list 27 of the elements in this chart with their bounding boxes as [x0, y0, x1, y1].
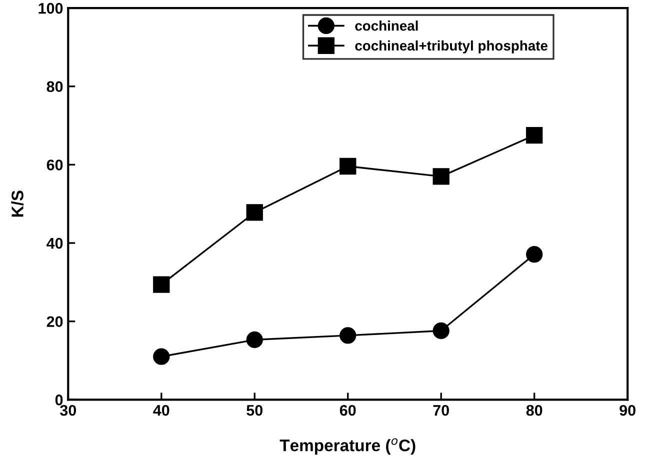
point [246, 204, 263, 221]
point [432, 168, 450, 185]
x-tick-label: 40 [153, 404, 170, 416]
point [526, 246, 543, 263]
point [340, 158, 356, 175]
y-tick-label: 20 [46, 316, 63, 328]
x-tick-label: 90 [620, 404, 636, 416]
y-tick-label: 80 [46, 81, 63, 92]
point [153, 348, 170, 365]
y-tick-label: 100 [38, 2, 63, 14]
x-tick-label: 60 [340, 404, 356, 416]
point [526, 126, 543, 144]
point [432, 322, 450, 340]
legend-label: cochineal [355, 20, 418, 31]
legend-label: cochineal+tributyl phosphate [355, 40, 548, 54]
x-axis-title: Temperature ($^{o}$C) [280, 438, 416, 455]
y-tick-label: 40 [46, 238, 63, 249]
point [153, 276, 170, 293]
y-axis-title: K/S [11, 190, 24, 217]
y-tick-label: 0 [55, 394, 63, 406]
x-tick-label: 80 [526, 404, 542, 416]
x-tick-label: 30 [60, 404, 76, 416]
x-tick-label: 50 [246, 404, 262, 416]
x-tick-label: 70 [433, 404, 449, 416]
y-tick-label: 60 [46, 160, 63, 170]
point [340, 327, 356, 344]
point [246, 331, 263, 348]
